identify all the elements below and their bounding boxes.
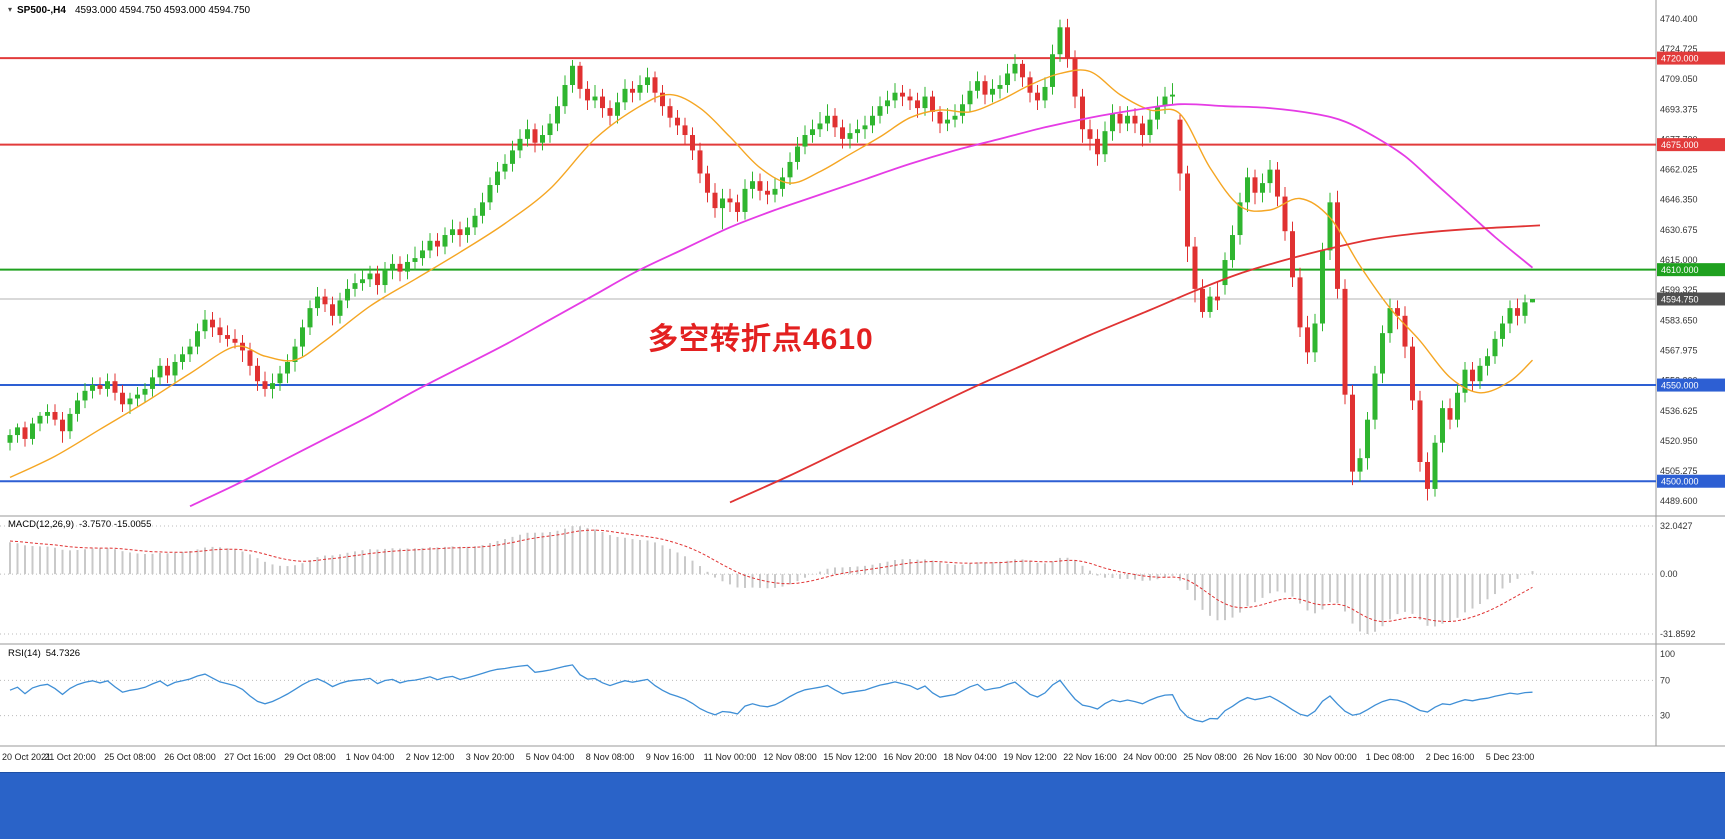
price-axis-ticks: 4740.4004724.7254709.0504693.3754677.700…: [1660, 14, 1698, 506]
svg-text:4583.650: 4583.650: [1660, 315, 1698, 325]
rsi-line: [9, 664, 1533, 723]
time-label: 21 Oct 20:00: [44, 752, 96, 762]
time-label: 27 Oct 16:00: [224, 752, 276, 762]
time-label: 19 Nov 12:00: [1003, 752, 1057, 762]
candles-layer: [7, 18, 1535, 501]
time-label: 5 Dec 23:00: [1486, 752, 1535, 762]
svg-text:4489.600: 4489.600: [1660, 496, 1698, 506]
time-label: 1 Nov 04:00: [346, 752, 395, 762]
time-label: 2 Nov 12:00: [406, 752, 455, 762]
time-label: 15 Nov 12:00: [823, 752, 877, 762]
time-label: 25 Oct 08:00: [104, 752, 156, 762]
time-label: 12 Nov 08:00: [763, 752, 817, 762]
macd-indicator-label: MACD(12,26,9) -3.7570 -15.0055: [8, 519, 151, 530]
svg-text:4594.750: 4594.750: [1661, 294, 1699, 304]
ma-mid-line: [189, 103, 1534, 508]
svg-text:4675.000: 4675.000: [1661, 140, 1699, 150]
price-badge: 4675.000: [1657, 138, 1725, 152]
time-label: 8 Nov 08:00: [586, 752, 635, 762]
ma-fast-line: [9, 69, 1533, 479]
svg-text:4567.975: 4567.975: [1660, 345, 1698, 355]
symbol-timeframe-label: SP500-,H4: [17, 5, 66, 16]
price-badge: 4550.000: [1657, 378, 1725, 392]
time-label: 26 Oct 08:00: [164, 752, 216, 762]
annotation-text: 多空转折点4610: [648, 323, 874, 356]
time-label: 5 Nov 04:00: [526, 752, 575, 762]
price-badge: 4720.000: [1657, 51, 1725, 65]
svg-text:30: 30: [1660, 711, 1670, 721]
svg-text:4724.725: 4724.725: [1660, 44, 1698, 54]
svg-text:4709.050: 4709.050: [1660, 74, 1698, 84]
panel-dividers: [0, 0, 1725, 747]
time-label: 1 Dec 08:00: [1366, 752, 1415, 762]
time-label: 16 Nov 20:00: [883, 752, 937, 762]
time-label: 26 Nov 16:00: [1243, 752, 1297, 762]
svg-text:-31.8592: -31.8592: [1660, 629, 1696, 639]
price-badge: 4594.750: [1657, 292, 1725, 306]
bottom-bar: [0, 772, 1725, 839]
time-label: 9 Nov 16:00: [646, 752, 695, 762]
svg-text:4740.400: 4740.400: [1660, 14, 1698, 24]
price-badge: 4500.000: [1657, 474, 1725, 488]
rsi-values: 54.7326: [45, 648, 81, 659]
chart-header: ▾ SP500-,H4 4593.000 4594.750 4593.000 459…: [8, 5, 250, 16]
macd-title: MACD(12,26,9): [8, 519, 74, 530]
time-label: 2 Dec 16:00: [1426, 752, 1475, 762]
moving-averages: [9, 69, 1541, 508]
svg-text:4720.000: 4720.000: [1661, 54, 1699, 64]
dropdown-arrow-icon[interactable]: ▾: [8, 5, 13, 14]
macd-signal-line: [9, 529, 1533, 623]
svg-text:4505.275: 4505.275: [1660, 466, 1698, 476]
rsi-title: RSI(14): [8, 648, 41, 659]
time-label: 22 Nov 16:00: [1063, 752, 1117, 762]
rsi-indicator-label: RSI(14) 54.7326: [8, 648, 80, 659]
time-label: 3 Nov 20:00: [466, 752, 515, 762]
ma-slow-line: [729, 224, 1541, 504]
svg-text:4500.000: 4500.000: [1661, 477, 1699, 487]
time-label: 30 Nov 00:00: [1303, 752, 1357, 762]
svg-text:4520.950: 4520.950: [1660, 436, 1698, 446]
macd-grid: [0, 525, 1656, 635]
price-badges: 4720.000 4675.000 4610.000 4550.000 4500.000…: [1657, 51, 1725, 488]
time-label: 24 Nov 00:00: [1123, 752, 1177, 762]
svg-text:100: 100: [1660, 649, 1675, 659]
svg-text:4550.000: 4550.000: [1661, 381, 1699, 391]
rsi-axis-labels: 100 70 30: [1660, 649, 1675, 721]
time-label: 25 Nov 08:00: [1183, 752, 1237, 762]
svg-text:70: 70: [1660, 675, 1670, 685]
svg-text:4630.675: 4630.675: [1660, 225, 1698, 235]
macd-values: -3.7570 -15.0055: [79, 519, 152, 530]
time-label: 18 Nov 04:00: [943, 752, 997, 762]
rsi-grid: [0, 679, 1656, 717]
price-badge: 4610.000: [1657, 263, 1725, 277]
svg-text:0.00: 0.00: [1660, 569, 1678, 579]
time-label: 29 Oct 08:00: [284, 752, 336, 762]
horizontal-level-lines: [0, 57, 1656, 483]
svg-text:4646.350: 4646.350: [1660, 195, 1698, 205]
svg-text:32.0427: 32.0427: [1660, 521, 1693, 531]
ohlc-readout: 4593.000 4594.750 4593.000 4594.750: [74, 5, 251, 16]
svg-text:4662.025: 4662.025: [1660, 165, 1698, 175]
time-label: 20 Oct 2021: [2, 752, 51, 762]
time-label: 11 Nov 00:00: [704, 752, 757, 762]
svg-text:4693.375: 4693.375: [1660, 104, 1698, 114]
svg-text:4610.000: 4610.000: [1661, 265, 1699, 275]
svg-text:4615.000: 4615.000: [1660, 255, 1698, 265]
macd-axis-labels: 32.0427 0.00 -31.8592: [1660, 521, 1696, 639]
svg-text:4599.325: 4599.325: [1660, 285, 1698, 295]
macd-histogram: [9, 526, 1534, 634]
svg-text:4536.625: 4536.625: [1660, 406, 1698, 416]
